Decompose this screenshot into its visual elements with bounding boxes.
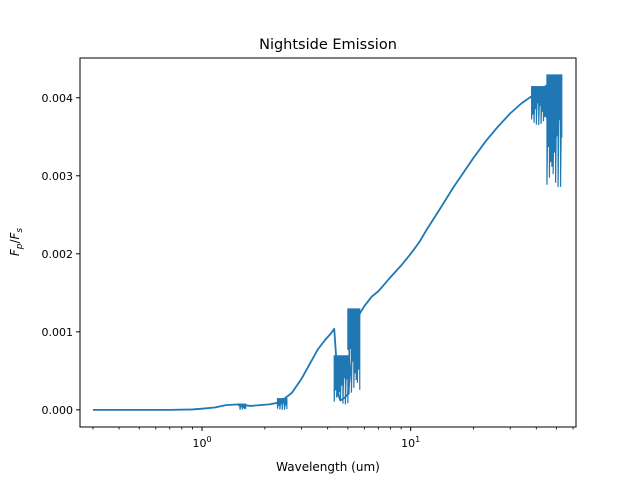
x-axis-label: Wavelength (um)	[276, 460, 380, 474]
series-band	[531, 86, 548, 126]
y-label-sep: /	[8, 239, 22, 244]
y-axis: 0.000 0.001 0.002 0.003 0.004	[42, 92, 80, 417]
x-tick-label: 101	[401, 435, 420, 450]
series-line	[92, 75, 563, 411]
y-tick-label: 0.002	[42, 248, 74, 261]
y-axis-label: Fp/Fs	[8, 228, 25, 257]
series-group	[92, 74, 563, 411]
y-tick-label: 0.001	[42, 326, 74, 339]
series-band	[238, 403, 247, 410]
series-band	[546, 74, 563, 188]
series-band	[276, 398, 288, 410]
plot-frame	[79, 57, 577, 428]
series-band	[333, 355, 349, 405]
y-label-base2: F	[8, 231, 22, 239]
y-tick-label: 0.004	[42, 92, 74, 105]
y-label-sub1: p	[15, 243, 25, 250]
chart-title: Nightside Emission	[259, 37, 397, 53]
series-band	[347, 308, 361, 395]
x-tick-label: 100	[193, 435, 212, 450]
y-label-sub2: s	[15, 228, 25, 233]
y-label-base: F	[8, 248, 22, 256]
y-tick-label: 0.000	[42, 404, 74, 417]
x-axis: 100 101	[92, 427, 574, 450]
y-tick-label: 0.003	[42, 170, 74, 183]
